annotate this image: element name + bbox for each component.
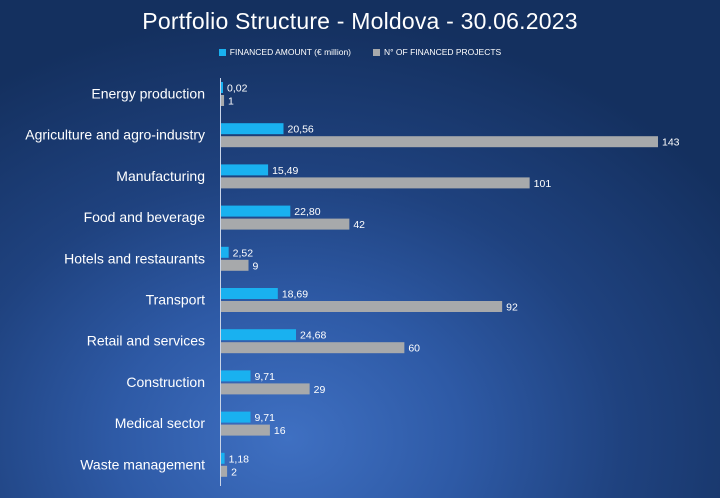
bar-financed-amount bbox=[221, 452, 225, 464]
data-label-financed-projects: 42 bbox=[353, 219, 365, 231]
category-label: Energy production bbox=[91, 86, 205, 102]
bar-financed-amount bbox=[221, 123, 284, 135]
data-label-financed-projects: 143 bbox=[662, 137, 680, 149]
category-label: Waste management bbox=[80, 456, 205, 472]
data-label-financed-amount: 9,71 bbox=[255, 371, 276, 383]
data-label-financed-projects: 9 bbox=[253, 260, 259, 272]
bar-financed-projects bbox=[221, 424, 270, 436]
category-label: Transport bbox=[146, 292, 206, 308]
data-label-financed-projects: 16 bbox=[274, 425, 286, 437]
category-label: Hotels and restaurants bbox=[64, 250, 205, 266]
legend-label-financed-amount: FINANCED AMOUNT (€ million) bbox=[229, 47, 351, 57]
category-label: Manufacturing bbox=[116, 168, 205, 184]
bar-financed-projects bbox=[221, 95, 225, 106]
category-label: Agriculture and agro-industry bbox=[25, 127, 205, 143]
bar-financed-amount bbox=[221, 411, 251, 423]
legend-item-financed-amount: FINANCED AMOUNT (€ million) bbox=[218, 47, 351, 57]
category-label: Retail and services bbox=[87, 333, 205, 349]
bar-financed-amount bbox=[221, 82, 223, 93]
bar-financed-projects bbox=[221, 383, 310, 395]
bar-financed-amount bbox=[221, 288, 278, 299]
data-label-financed-projects: 101 bbox=[534, 178, 552, 190]
data-label-financed-amount: 2,52 bbox=[233, 247, 254, 259]
legend-label-financed-projects: N° OF FINANCED PROJECTS bbox=[384, 47, 502, 57]
bar-financed-projects bbox=[221, 465, 228, 477]
bar-financed-projects bbox=[221, 301, 503, 312]
chart-title: Portfolio Structure - Moldova - 30.06.20… bbox=[142, 8, 578, 34]
chart-legend: FINANCED AMOUNT (€ million) N° OF FINANC… bbox=[0, 47, 720, 57]
legend-item-financed-projects: N° OF FINANCED PROJECTS bbox=[373, 47, 501, 57]
data-label-financed-amount: 15,49 bbox=[272, 165, 298, 177]
data-label-financed-projects: 60 bbox=[408, 343, 420, 355]
data-label-financed-amount: 20,56 bbox=[288, 124, 314, 136]
data-label-financed-amount: 1,18 bbox=[229, 453, 250, 465]
category-label: Medical sector bbox=[115, 415, 206, 431]
data-label-financed-projects: 1 bbox=[228, 96, 234, 108]
bar-financed-amount bbox=[221, 246, 229, 258]
bar-financed-projects bbox=[221, 342, 405, 354]
bar-financed-amount bbox=[221, 205, 291, 217]
category-label: Construction bbox=[126, 374, 205, 390]
bar-financed-amount bbox=[221, 164, 269, 176]
data-label-financed-amount: 24,68 bbox=[300, 330, 326, 342]
data-label-financed-amount: 18,69 bbox=[282, 289, 308, 301]
legend-swatch-financed-projects bbox=[373, 48, 380, 56]
bar-financed-projects bbox=[221, 136, 658, 148]
legend-swatch-financed-amount bbox=[218, 48, 226, 56]
bar-financed-amount bbox=[221, 370, 251, 382]
bar-financed-projects bbox=[221, 177, 530, 189]
data-label-financed-projects: 92 bbox=[506, 302, 518, 314]
data-label-financed-projects: 29 bbox=[314, 384, 326, 396]
bar-financed-projects bbox=[221, 259, 249, 271]
data-label-financed-amount: 22,80 bbox=[294, 206, 320, 218]
category-label: Food and beverage bbox=[84, 209, 206, 225]
data-label-financed-amount: 9,71 bbox=[255, 412, 276, 424]
data-label-financed-amount: 0,02 bbox=[227, 83, 248, 95]
bar-financed-projects bbox=[221, 218, 350, 230]
data-label-financed-projects: 2 bbox=[231, 466, 237, 478]
bar-financed-amount bbox=[221, 329, 297, 341]
